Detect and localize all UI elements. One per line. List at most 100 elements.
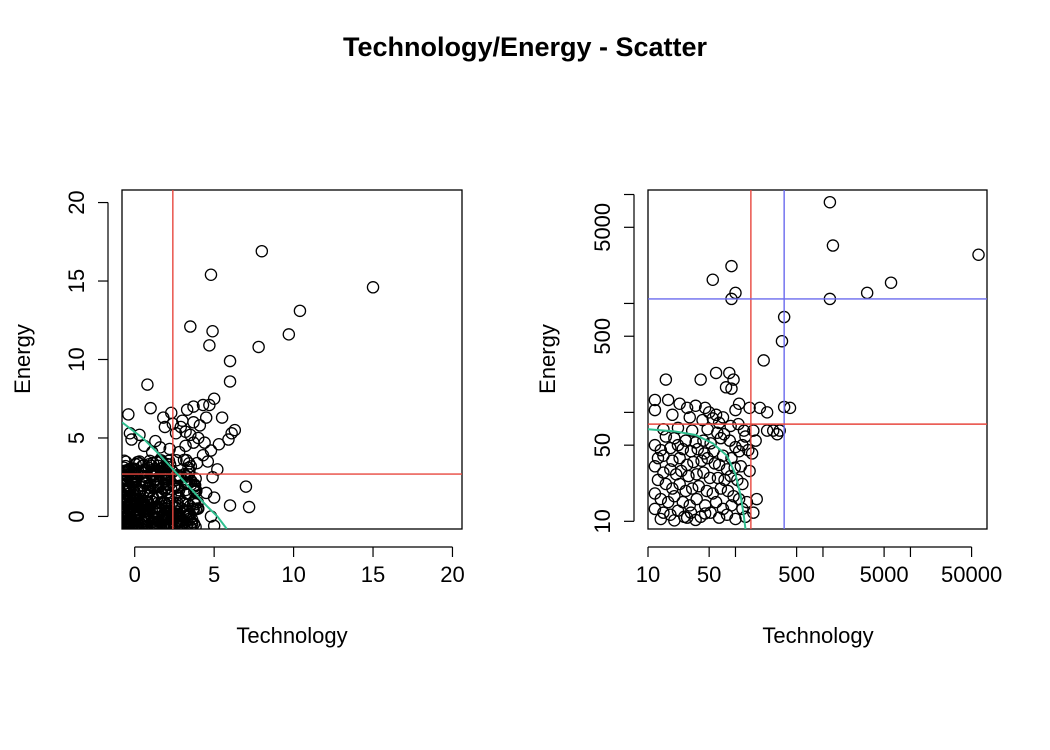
left-y-tick-label: 10 [64,347,89,371]
right-x-tick-label: 5000 [860,562,909,587]
right-data-point [712,416,726,430]
left-data-point [182,461,195,474]
left-data-point [149,434,162,448]
right-data-point [773,424,786,437]
right-data-point [700,484,714,498]
left-data-point [137,439,151,453]
right-y-tick-label: 500 [590,318,615,355]
left-x-tick-label: 0 [129,562,141,587]
right-data-point [651,451,665,465]
right-data-point [676,442,690,456]
left-data-point [239,480,253,493]
left-data-point [147,510,161,523]
left-data-point [182,510,196,523]
left-data-point [203,339,216,352]
right-data-point [694,373,707,386]
left-data-point [184,428,197,442]
left-data-point [366,281,380,294]
right-data-point [750,492,763,506]
left-data-point [158,420,172,434]
left-data-point [207,519,221,529]
right-data-point [732,397,746,411]
left-y-tick-label: 0 [64,510,89,522]
right-data-point [666,454,679,467]
left-data-point [187,416,200,429]
right-data-point [732,444,746,458]
right-y-tick-label: 10 [590,509,615,533]
right-data-point [702,406,716,419]
right-data-point [659,477,673,491]
right-x-axis-label: Technology [762,623,873,648]
right-data-point [723,366,736,380]
left-data-point [141,488,154,502]
right-data-point [760,424,774,437]
left-data-point [196,448,210,462]
right-data-point [683,411,696,424]
right-data-point [666,482,679,495]
right-data-point [689,513,702,527]
left-data-point [122,454,131,468]
right-data-point [682,469,695,483]
right-data-point [648,393,662,407]
left-scatter-panel: 0 5 10 15 20 0 5 10 15 20 Technology Energy [10,189,465,648]
right-data-point [654,492,668,506]
right-y-tick-label: 5000 [590,203,615,252]
right-data-point [718,473,731,487]
left-x-axis-label: Technology [236,623,347,648]
right-data-point [760,406,774,419]
left-data-point [187,400,200,413]
figure-title: Technology/Energy - Scatter [342,32,708,62]
right-data-point [709,366,723,380]
left-data-point [141,520,154,529]
left-data-point [223,375,237,388]
right-data-point [725,259,738,273]
right-data-point [719,381,733,394]
left-x-tick-label: 5 [208,562,220,587]
left-data-point [122,408,135,421]
right-data-point [668,514,681,527]
right-data-point [729,512,742,526]
right-data-point [657,506,670,519]
left-data-point [206,470,219,484]
left-y-tick-label: 15 [64,269,89,293]
left-data-point [140,508,153,521]
left-data-point [180,470,194,483]
right-data-point [747,506,760,519]
left-marks: 0 5 10 15 20 0 5 10 15 20 [64,190,465,587]
right-y-tick-label: 50 [590,433,615,457]
left-data-point [152,459,165,473]
right-data-point [737,424,751,437]
right-plot-frame [647,189,988,530]
right-data-point [766,424,780,437]
left-data-point [215,411,229,424]
left-data-point [179,476,193,490]
left-data-point [207,392,221,405]
right-data-point [680,401,694,415]
right-data-point [690,468,703,481]
right-data-point [664,441,677,455]
left-data-point [125,433,138,446]
left-data-point [165,464,178,477]
right-data-point [691,442,704,456]
left-data-point [184,320,197,333]
right-data-point [668,489,681,503]
right-data-point [695,454,708,467]
right-data-point [711,471,725,485]
right-data-point [972,248,985,261]
right-data-point [743,464,756,478]
right-x-tick-label: 50 [697,562,721,587]
right-data-point [884,276,898,289]
right-data-point [651,473,665,487]
right-data-point [683,499,696,512]
right-data-point [654,443,668,457]
right-data-point [666,408,679,422]
left-data-point [144,401,157,415]
right-data-point [729,403,742,417]
left-data-point [212,437,226,451]
right-plot-area [648,190,987,529]
right-data-point [823,195,837,209]
left-data-point [192,431,205,445]
left-data-point [223,499,237,512]
left-data-point [193,419,207,432]
left-data-point [198,436,211,449]
